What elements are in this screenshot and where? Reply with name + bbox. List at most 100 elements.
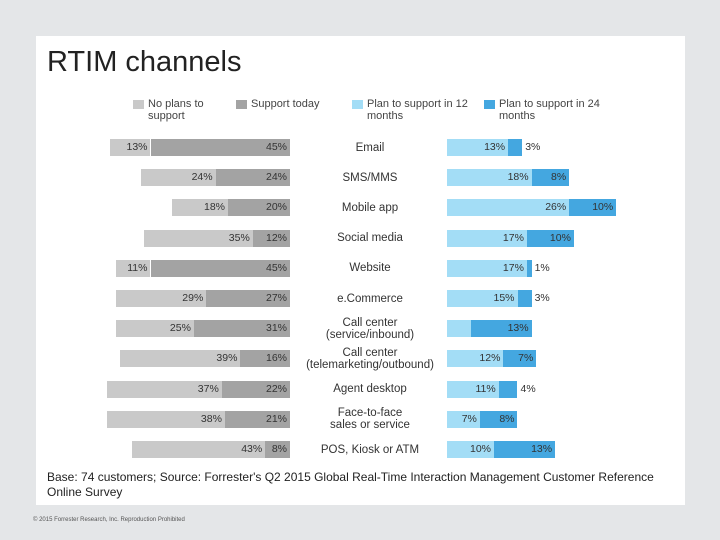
- bar-segment: [526, 259, 532, 277]
- bar-segment: [531, 169, 570, 187]
- bar-segment: [447, 139, 509, 156]
- bar-segment: [131, 441, 266, 458]
- bar-segment: [447, 259, 527, 277]
- bar-segment: [447, 410, 480, 428]
- category-label: Website: [349, 262, 391, 275]
- value-label: 29%: [182, 292, 204, 304]
- value-label: 24%: [191, 171, 213, 184]
- value-label: 35%: [228, 231, 250, 244]
- legend-swatch: [484, 100, 495, 109]
- value-label: 24%: [265, 171, 287, 184]
- value-label: 17%: [502, 231, 524, 244]
- bar-segment: [498, 380, 518, 398]
- value-label: 21%: [265, 412, 287, 425]
- value-label: 39%: [216, 352, 238, 365]
- bar-segment: [447, 350, 504, 368]
- value-label: 8%: [499, 412, 515, 425]
- category-label: Social media: [337, 232, 403, 245]
- bar-segment: [107, 410, 225, 428]
- bar-segment: [193, 320, 290, 338]
- value-label: 22%: [265, 382, 287, 395]
- value-label: 13%: [507, 322, 529, 335]
- bar-segment: [569, 199, 617, 217]
- bar-segment: [479, 410, 518, 428]
- bar-segment: [206, 290, 290, 307]
- bar-segment: [447, 380, 499, 398]
- value-label: 11%: [475, 382, 496, 395]
- value-label: 8%: [271, 443, 287, 455]
- value-label: 18%: [507, 171, 529, 184]
- bar-segment: [215, 169, 290, 187]
- value-label: 7%: [461, 412, 477, 425]
- bar-segment: [240, 350, 290, 368]
- bar-segment: [144, 229, 253, 247]
- bar-segment: [508, 139, 523, 156]
- value-label: 18%: [203, 201, 225, 214]
- legend-label: Support today: [251, 98, 320, 110]
- bar-segment: [447, 229, 527, 247]
- legend-label: Plan to support in 24 months: [499, 98, 600, 122]
- bar-segment: [447, 169, 532, 187]
- category-label: Call center (service/inbound): [325, 316, 415, 341]
- copyright: © 2015 Forrester Research, Inc. Reproduc…: [33, 517, 185, 523]
- bar-segment: [447, 290, 518, 307]
- value-label: 11%: [127, 261, 148, 274]
- bar-segment: [503, 350, 537, 368]
- value-label: 13%: [531, 443, 553, 455]
- value-label: 43%: [241, 443, 263, 455]
- value-label: 45%: [265, 261, 287, 274]
- value-label: 17%: [502, 261, 524, 274]
- bar-segment: [172, 199, 228, 217]
- chart-title: RTIM channels: [47, 46, 242, 78]
- value-label: 38%: [200, 412, 222, 425]
- category-label: Mobile app: [341, 201, 399, 214]
- value-label: 10%: [469, 443, 491, 455]
- value-label: 27%: [265, 292, 287, 304]
- value-label: 3%: [525, 141, 541, 153]
- category-label: Face-to-face sales or service: [330, 407, 410, 432]
- legend-swatch: [236, 100, 247, 109]
- bar-segment: [150, 259, 290, 277]
- value-label: 13%: [484, 141, 506, 153]
- legend-swatch: [133, 100, 144, 109]
- legend-label: Plan to support in 12 months: [367, 98, 468, 122]
- value-label: 12%: [479, 352, 501, 365]
- bar-segment: [252, 229, 290, 247]
- value-label: 4%: [520, 382, 536, 395]
- bar-segment: [224, 410, 290, 428]
- value-label: 1%: [534, 261, 550, 274]
- category-label: Call center (telemarketing/outbound): [306, 346, 434, 371]
- bar-segment: [526, 229, 574, 247]
- bar-segment: [116, 259, 151, 277]
- bar-segment: [150, 139, 290, 156]
- bar-segment: [116, 320, 194, 338]
- legend-swatch: [352, 100, 363, 109]
- value-label: 45%: [265, 141, 287, 153]
- value-label: 20%: [265, 201, 287, 214]
- category-label: e.Commerce: [337, 292, 403, 305]
- source-note: Base: 74 customers; Source: Forrester's …: [47, 470, 654, 499]
- bar-segment: [110, 139, 151, 156]
- category-label: POS, Kiosk or ATM: [320, 443, 420, 456]
- value-label: 31%: [265, 322, 287, 335]
- value-label: 15%: [493, 292, 515, 304]
- bar-segment: [447, 320, 471, 338]
- legend-label: No plans to support: [148, 98, 204, 122]
- category-label: Agent desktop: [333, 383, 407, 396]
- bar-segment: [447, 199, 570, 217]
- bar-segment: [228, 199, 290, 217]
- bar-segment: [116, 290, 207, 307]
- value-label: 25%: [169, 322, 191, 335]
- bar-segment: [470, 320, 532, 338]
- value-label: 37%: [197, 382, 219, 395]
- bar-segment: [221, 380, 290, 398]
- value-label: 16%: [265, 352, 287, 365]
- value-label: 10%: [592, 201, 614, 214]
- category-label: SMS/MMS: [342, 171, 398, 184]
- bar-segment: [494, 441, 556, 458]
- category-label: Email: [355, 141, 385, 154]
- value-label: 13%: [126, 141, 148, 153]
- value-label: 26%: [545, 201, 567, 214]
- value-label: 10%: [549, 231, 571, 244]
